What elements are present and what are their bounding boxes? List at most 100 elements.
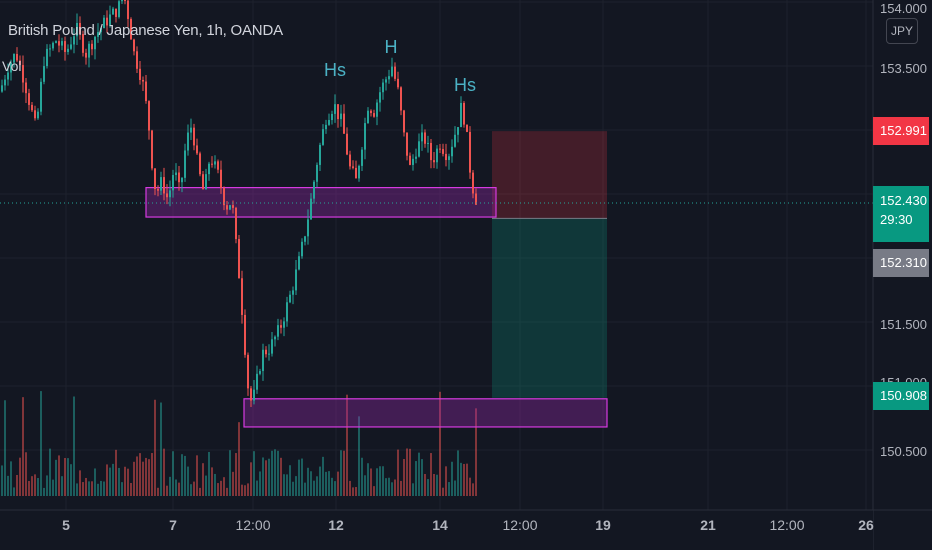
candle-body	[265, 349, 267, 355]
volume-bar	[109, 467, 111, 496]
candle-body	[64, 41, 66, 52]
candle-body	[250, 388, 252, 401]
volume-bar	[226, 487, 228, 496]
volume-bar	[73, 396, 75, 496]
volume-bar	[76, 483, 78, 496]
candle-body	[85, 52, 87, 58]
candle-body	[301, 241, 303, 257]
currency-button[interactable]: JPY	[886, 18, 918, 44]
volume-bar	[448, 482, 450, 496]
volume-bar	[358, 416, 360, 496]
candle-body	[25, 82, 27, 94]
candle-body	[277, 325, 279, 337]
candle-body	[382, 82, 384, 93]
volume-bar	[463, 463, 465, 496]
volume-bar	[142, 461, 144, 496]
candle-body	[166, 193, 168, 198]
candle-body	[115, 8, 117, 17]
candle-countdown: 29:30	[880, 212, 913, 227]
candle-body	[139, 68, 141, 80]
candle-body	[241, 278, 243, 315]
chart-title: British Pound / Japanese Yen, 1h, OANDA	[8, 22, 283, 39]
candle-body	[211, 163, 213, 165]
volume-bar	[307, 467, 309, 496]
volume-bar	[253, 451, 255, 496]
volume-bar	[34, 474, 36, 496]
volume-bar	[433, 473, 435, 496]
candle-body	[112, 8, 114, 15]
entry-price-tag: 152.310	[873, 249, 929, 277]
candle-body	[469, 131, 471, 173]
candle-body	[193, 127, 195, 146]
annotation-label: H	[385, 37, 398, 57]
volume-bar	[43, 487, 45, 496]
volume-bar	[343, 450, 345, 496]
candle-body	[418, 141, 420, 157]
volume-bar	[385, 478, 387, 496]
volume-bar	[184, 455, 186, 496]
candle-body	[208, 163, 210, 175]
volume-bar	[154, 399, 156, 496]
candle-body	[109, 14, 111, 26]
candle-body	[97, 32, 99, 37]
volume-bar	[214, 473, 216, 496]
volume-bar	[403, 458, 405, 496]
candle-body	[190, 127, 192, 133]
candle-body	[460, 103, 462, 128]
volume-bar	[70, 464, 72, 496]
candle-body	[463, 103, 465, 125]
volume-bar	[97, 483, 99, 496]
candle-body	[145, 81, 147, 102]
volume-bar	[376, 468, 378, 496]
volume-bar	[229, 450, 231, 496]
candle-body	[94, 36, 96, 50]
volume-bar	[322, 456, 324, 496]
volume-bar	[85, 477, 87, 496]
volume-bar	[136, 456, 138, 496]
price-tick: 154.000	[880, 1, 927, 16]
volume-bar	[340, 450, 342, 496]
candle-body	[412, 158, 414, 165]
volume-bar	[325, 471, 327, 496]
candle-body	[124, 0, 126, 1]
candle-body	[22, 65, 24, 83]
volume-bar	[292, 481, 294, 496]
candle-body	[385, 79, 387, 83]
candle-body	[361, 149, 363, 166]
candle-body	[205, 174, 207, 190]
volume-bar	[160, 402, 162, 496]
candle-body	[79, 22, 81, 35]
volume-bar	[130, 483, 132, 496]
candle-body	[292, 290, 294, 295]
candle-body	[436, 148, 438, 163]
volume-bar	[334, 481, 336, 496]
volume-bar	[442, 487, 444, 496]
volume-bar	[208, 451, 210, 496]
volume-bar	[319, 466, 321, 496]
candle-body	[406, 132, 408, 156]
volume-bar	[313, 480, 315, 496]
candle-body	[421, 132, 423, 142]
volume-bar	[223, 477, 225, 496]
volume-bar	[289, 465, 291, 496]
candle-body	[121, 0, 123, 2]
volume-bar	[304, 482, 306, 496]
candle-body	[373, 113, 375, 117]
candle-body	[199, 153, 201, 175]
candle-body	[430, 142, 432, 161]
candle-body	[472, 172, 474, 194]
candle-body	[298, 256, 300, 270]
candle-body	[169, 190, 171, 198]
volume-bar	[55, 459, 57, 496]
candle-body	[238, 239, 240, 279]
candle-body	[214, 161, 216, 165]
volume-bar	[118, 467, 120, 496]
volume-bar	[241, 484, 243, 496]
candle-body	[232, 205, 234, 208]
volume-bar	[436, 474, 438, 496]
volume-bar	[112, 463, 114, 496]
candle-body	[475, 193, 477, 205]
volume-bar	[211, 467, 213, 496]
volume-bar	[196, 455, 198, 496]
